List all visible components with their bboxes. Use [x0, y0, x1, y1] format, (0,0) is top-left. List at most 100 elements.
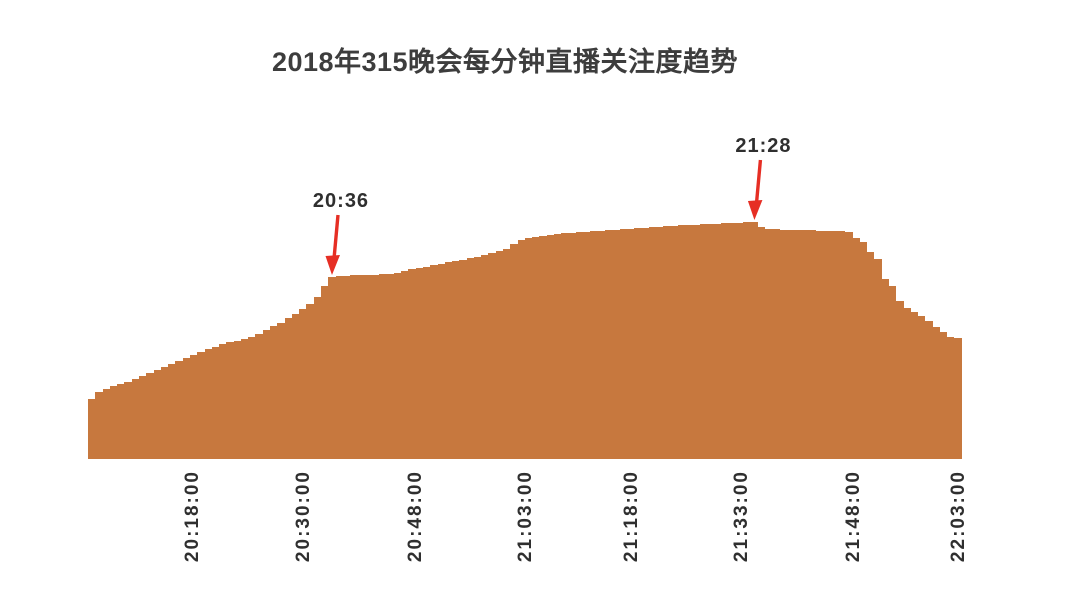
bar: [88, 399, 96, 459]
bar: [918, 316, 926, 459]
bar: [262, 330, 271, 459]
x-axis: 20:18:00 20:30:00 20:48:00 21:03:00 21:18:00…: [88, 464, 970, 590]
bar: [430, 265, 438, 459]
bar: [350, 275, 358, 459]
bar: [823, 231, 831, 459]
bar: [342, 276, 351, 459]
bar: [408, 269, 416, 459]
annotation-arrow-head: [747, 200, 763, 220]
bar: [481, 255, 489, 459]
bar: [721, 223, 729, 459]
bar: [95, 392, 103, 459]
bar: [765, 229, 773, 459]
bar: [692, 225, 700, 459]
bar: [743, 222, 751, 459]
bar: [801, 230, 809, 459]
bar: [437, 264, 445, 459]
bar: [641, 228, 649, 459]
bar: [401, 271, 409, 459]
bar: [867, 252, 875, 459]
bar: [634, 228, 642, 459]
bar: [903, 308, 911, 459]
bar: [182, 358, 190, 459]
bar: [466, 258, 474, 459]
bar: [655, 227, 664, 459]
bar: [219, 344, 227, 459]
bar: [532, 237, 540, 459]
bar: [160, 367, 169, 459]
bar: [117, 384, 125, 459]
bar: [364, 275, 372, 459]
bar: [371, 275, 380, 459]
bar: [146, 373, 154, 459]
bar: [306, 304, 314, 459]
bar: [197, 352, 205, 459]
bar: [510, 244, 518, 459]
bar: [888, 286, 897, 459]
bar: [881, 279, 889, 459]
bar: [677, 225, 686, 459]
bar: [379, 274, 387, 459]
bar: [604, 230, 613, 459]
bar: [211, 347, 220, 459]
bar: [270, 326, 278, 459]
bar: [415, 268, 423, 459]
x-tick-label: 20:18:00: [181, 470, 203, 563]
bar: [612, 230, 620, 459]
bar: [736, 223, 744, 459]
bar: [102, 389, 110, 459]
bar: [728, 223, 737, 459]
bar: [663, 226, 671, 459]
bar: [335, 276, 343, 459]
bar: [619, 229, 627, 459]
bar: [794, 230, 802, 459]
bar: [837, 231, 846, 459]
bar: [699, 224, 707, 459]
bar: [561, 233, 569, 459]
bar: [830, 231, 838, 459]
bar: [670, 226, 678, 459]
bar: [452, 261, 460, 459]
bar: [386, 274, 394, 459]
bar: [168, 364, 176, 459]
bar: [131, 379, 139, 459]
bar: [473, 257, 482, 459]
bar: [925, 321, 933, 459]
plot-area: [88, 219, 962, 459]
bar: [845, 232, 853, 459]
bar: [597, 231, 605, 459]
bar: [939, 332, 948, 459]
bar: [189, 355, 198, 459]
x-tick-label: 21:18:00: [620, 470, 642, 563]
annotation-label-2128: 21:28: [735, 135, 792, 157]
bar: [772, 229, 780, 459]
bar: [299, 309, 307, 459]
bar: [648, 227, 656, 459]
bar: [124, 382, 132, 459]
bar: [539, 236, 547, 459]
bar: [554, 234, 562, 459]
bar: [495, 251, 504, 459]
bar: [816, 231, 824, 459]
bar: [685, 225, 693, 459]
bar: [568, 233, 576, 459]
bar: [910, 312, 919, 459]
bar: [422, 267, 431, 459]
bar: [546, 235, 554, 459]
bar: [583, 232, 591, 459]
x-tick-label: 20:48:00: [404, 470, 426, 563]
bar: [896, 301, 904, 459]
bar: [779, 230, 787, 459]
bar: [947, 337, 955, 459]
bar: [175, 361, 183, 459]
chart-title: 2018年315晚会每分钟直播关注度趋势: [271, 47, 739, 77]
bar: [874, 259, 882, 459]
bar: [226, 342, 234, 459]
x-tick-label: 22:03:00: [948, 470, 970, 563]
bar: [706, 224, 715, 459]
bar: [787, 230, 795, 459]
bar: [357, 275, 365, 459]
bar: [626, 229, 635, 459]
bar: [313, 297, 321, 459]
bar: [284, 318, 292, 459]
